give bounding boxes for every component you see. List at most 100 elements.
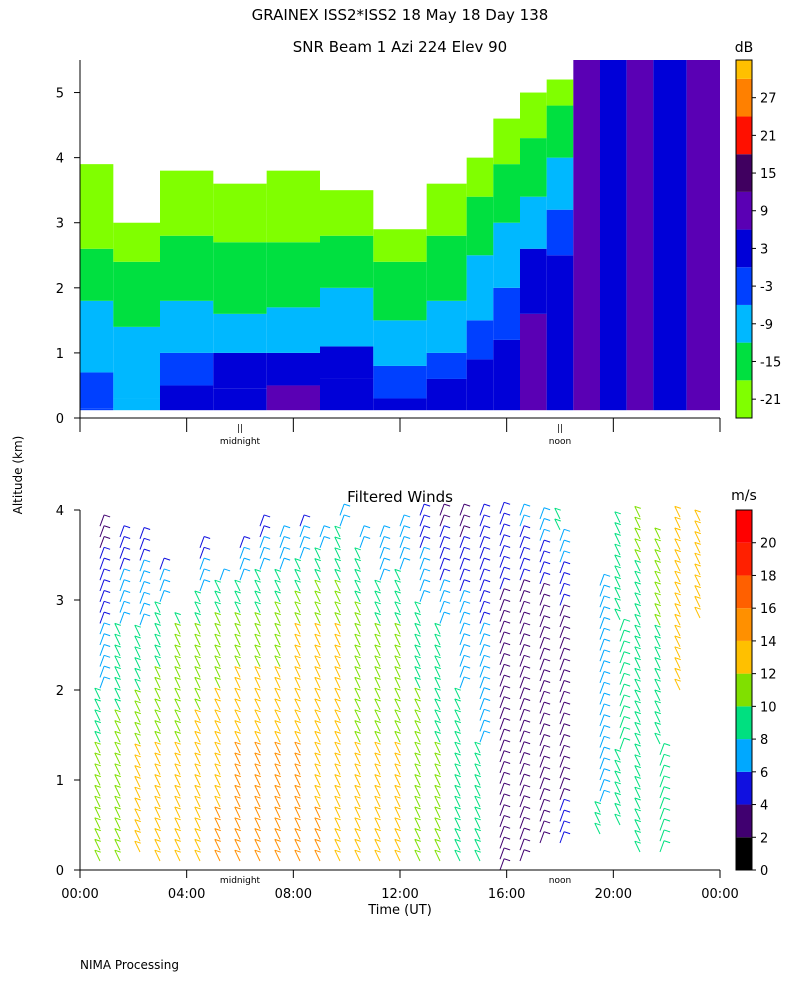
wind-barb-flag: [214, 676, 221, 680]
wind-barb-flag: [654, 538, 661, 542]
snr-y-tick-label: 3: [56, 217, 64, 232]
wind-barb-flag: [603, 692, 611, 696]
wind-barb-flag: [194, 828, 201, 832]
wind-barb-staff: [114, 687, 121, 700]
wind-barb-staff: [539, 701, 545, 714]
wind-barb-staff: [479, 590, 485, 602]
wind-barb-staff: [154, 839, 161, 851]
wind-colorbar-bin: [736, 739, 752, 772]
snr-cell: [653, 60, 687, 411]
wind-barb-flag: [174, 633, 181, 637]
wind-barb-staff: [214, 698, 221, 711]
wind-barb-flag: [663, 797, 671, 801]
wind-barb-flag: [383, 525, 391, 529]
wind-barb-staff: [234, 817, 241, 829]
wind-barb-flag: [354, 763, 361, 767]
wind-barb-staff: [454, 785, 461, 797]
wind-barb-flag: [234, 666, 241, 670]
wind-barb-staff: [279, 525, 285, 538]
wind-barb-staff: [119, 525, 125, 538]
wind-barb-staff: [259, 536, 265, 548]
wind-barb-flag: [194, 806, 201, 810]
wind-barb-flag: [114, 763, 121, 767]
wind-barb-staff: [374, 839, 381, 851]
wind-barb-staff: [274, 644, 281, 657]
wind-barb-flag: [634, 689, 641, 693]
wind-barb-staff: [139, 613, 145, 626]
wind-barb-flag: [134, 732, 141, 736]
wind-barb-flag: [463, 622, 471, 626]
snr-cell: [520, 196, 547, 249]
wind-barb-staff: [674, 603, 681, 615]
wind-barb-staff: [539, 539, 545, 552]
wind-barb-staff: [194, 709, 201, 721]
wind-barb-staff: [174, 655, 181, 667]
wind-barb-flag: [274, 568, 281, 572]
wind-barb-flag: [623, 726, 631, 730]
wind-barb-staff: [134, 689, 141, 702]
wind-barb-flag: [503, 793, 511, 797]
wind-colorbar-bin: [736, 640, 752, 674]
wind-barb-flag: [294, 590, 301, 594]
wind-barb-flag: [163, 568, 171, 572]
wind-barb-flag: [503, 782, 511, 786]
wind-barb-flag: [274, 817, 281, 821]
wind-barb-staff: [354, 752, 361, 765]
wind-barb-staff: [194, 687, 201, 700]
wind-barb-flag: [634, 732, 641, 736]
snr-cell: [113, 326, 160, 399]
wind-barb-flag: [654, 678, 661, 682]
snr-cell: [426, 378, 467, 411]
wind-barb-staff: [194, 731, 201, 743]
wind-barb-staff: [154, 655, 161, 667]
wind-barb-flag: [423, 503, 431, 507]
wind-barb-staff: [154, 731, 161, 743]
wind-x-tick-label: 16:00: [488, 887, 525, 902]
wind-barb-flag: [563, 755, 571, 759]
wind-barb-flag: [314, 730, 321, 734]
wind-barb-staff: [434, 666, 441, 678]
wind-barb-staff: [499, 534, 505, 547]
wind-barb-flag: [543, 669, 551, 673]
wind-barb-staff: [314, 763, 321, 775]
wind-barb-staff: [414, 763, 421, 775]
wind-barb-flag: [354, 622, 361, 626]
wind-barb-flag: [303, 536, 311, 540]
wind-barb-flag: [114, 752, 121, 756]
wind-barb-staff: [214, 677, 221, 689]
wind-barb-flag: [154, 849, 161, 853]
wind-barb-flag: [454, 828, 461, 832]
snr-colorbar-bin: [736, 116, 752, 155]
snr-cell: [520, 92, 547, 139]
wind-barb-flag: [674, 592, 681, 596]
wind-barb-staff: [654, 614, 661, 626]
wind-barb-staff: [414, 644, 421, 657]
wind-barb-staff: [519, 838, 525, 851]
wind-barb-staff: [539, 593, 545, 606]
wind-barb-flag: [354, 687, 361, 691]
wind-barb-flag: [254, 774, 261, 778]
wind-barb-staff: [154, 612, 161, 624]
wind-barb-staff: [114, 720, 121, 732]
wind-barb-flag: [474, 817, 481, 821]
wind-barb-flag: [403, 514, 411, 518]
wind-barb-flag: [603, 725, 611, 729]
wind-barb-flag: [394, 568, 401, 572]
wind-barb-staff: [214, 612, 221, 624]
snr-colorbar-label: -3: [760, 280, 773, 295]
wind-barb-flag: [474, 741, 481, 745]
wind-barb-staff: [314, 677, 321, 689]
wind-barb-staff: [314, 655, 321, 667]
wind-barb-flag: [134, 829, 141, 833]
wind-barb-flag: [314, 709, 321, 713]
wind-barb-staff: [394, 644, 401, 657]
wind-barb-staff: [174, 709, 181, 721]
wind-barb-staff: [619, 662, 625, 674]
wind-barb-staff: [354, 569, 361, 581]
wind-barb-staff: [294, 795, 301, 808]
wind-barb-flag: [94, 698, 101, 702]
wind-barb-staff: [479, 665, 485, 678]
wind-barb-staff: [114, 839, 121, 851]
wind-barb-flag: [674, 570, 681, 574]
